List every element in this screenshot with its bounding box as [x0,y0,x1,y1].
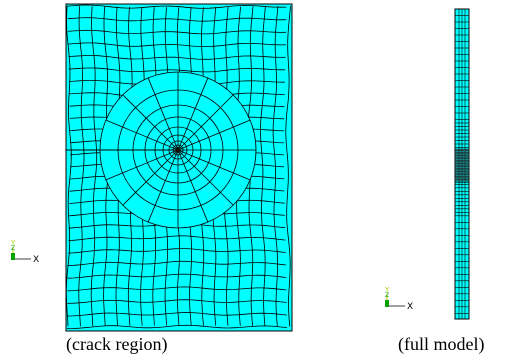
triad-y-label: Y [10,239,16,247]
crack-region-caption: (crack region) [66,334,168,354]
crack-tip-point [176,148,180,152]
coordinate-triad-left: YZ X [10,239,39,265]
crack-region-mesh-panel [65,3,293,332]
coordinate-triad-right: YZ X [384,286,413,312]
triad-x-label: X [407,302,413,312]
triad-z-label: Z [11,245,15,252]
triad-x-label: X [33,255,39,265]
full-model-mesh-panel [454,8,470,320]
full-model-caption: (full model) [398,334,485,354]
triad-z-marker [11,253,15,260]
refined-crack-band [455,149,469,181]
triad-z-marker [385,300,389,307]
triad-z-label: Z [385,292,389,299]
triad-y-label: Y [384,286,390,294]
